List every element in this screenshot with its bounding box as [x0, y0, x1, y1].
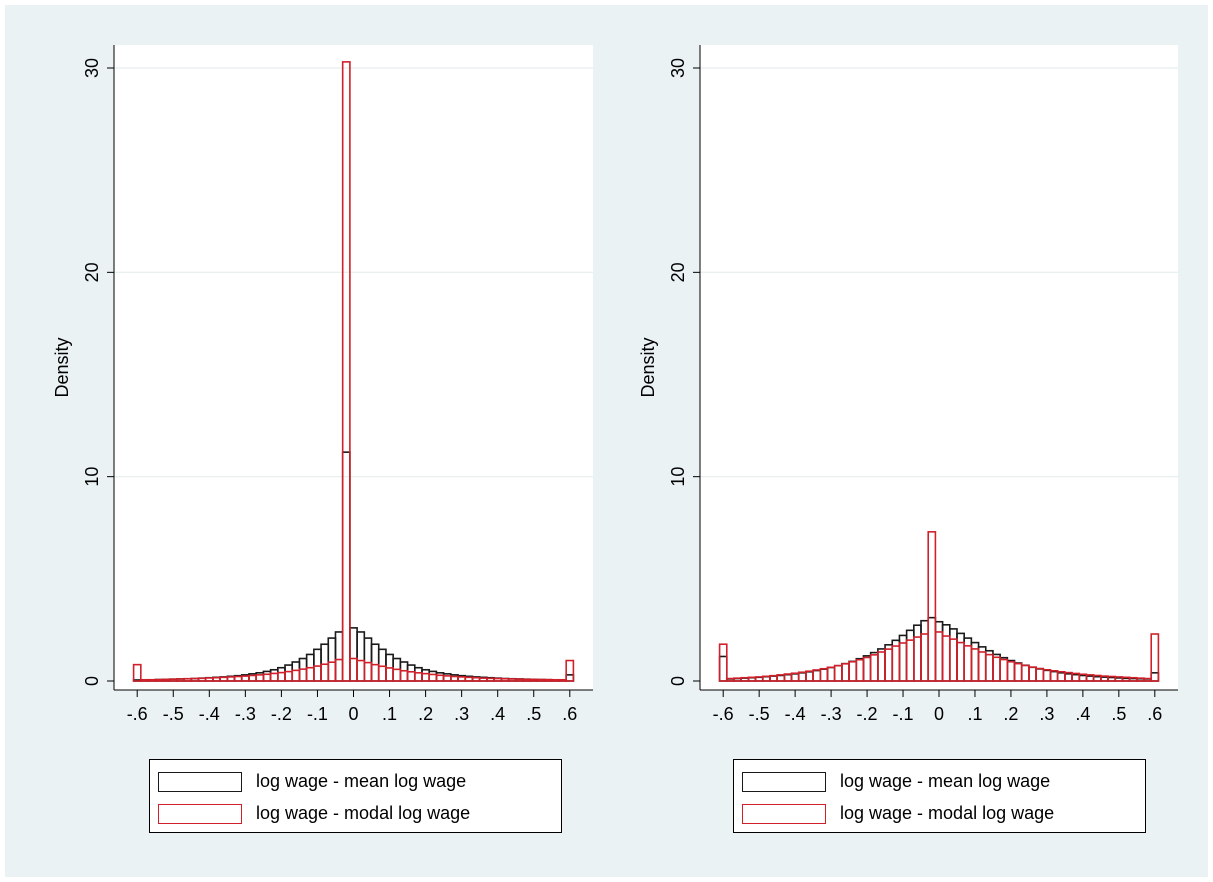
- legend-swatch-mean: [158, 772, 242, 792]
- bar: [927, 531, 937, 682]
- legend-swatch-mean: [742, 772, 826, 792]
- y-axis-title: Density: [52, 337, 72, 397]
- x-tick-label: -.5: [749, 704, 770, 724]
- bar: [565, 659, 575, 682]
- legend-swatch-modal: [742, 804, 826, 824]
- x-tick-label: -.4: [785, 704, 806, 724]
- legend-item-mean: log wage - mean log wage: [150, 768, 561, 798]
- legend-right: log wage - mean log wage log wage - moda…: [733, 759, 1146, 833]
- legend-item-modal: log wage - modal log wage: [150, 800, 561, 830]
- legend-label-modal: log wage - modal log wage: [256, 803, 471, 823]
- x-tick-label: -.2: [271, 704, 292, 724]
- series-modal: [132, 61, 575, 682]
- x-tick-label: -.5: [163, 704, 184, 724]
- plot-area: [114, 45, 593, 690]
- x-tick-label: .5: [526, 704, 541, 724]
- bar: [132, 663, 142, 682]
- figure-background: 0 10 20 30 Density -.6 -.5 -.4 -.3 -.2 -.1 0 .1 .2 .3.…: [5, 5, 1208, 877]
- x-tick-label: .6: [562, 704, 577, 724]
- legend-item-mean: log wage - mean log wage: [734, 768, 1145, 798]
- x-tick-label: .3: [1039, 704, 1054, 724]
- x-tick-label: .2: [1003, 704, 1018, 724]
- bar: [543, 678, 553, 682]
- x-tick-label: 0: [348, 704, 358, 724]
- bar: [1150, 633, 1160, 682]
- y-tick-label: 20: [82, 262, 102, 282]
- x-tick-label: -.3: [235, 704, 256, 724]
- x-tick-label: .5: [1111, 704, 1126, 724]
- bar: [140, 678, 149, 682]
- legend-label-modal: log wage - modal log wage: [840, 803, 1055, 823]
- bar: [718, 643, 728, 682]
- x-tick-label: .1: [967, 704, 982, 724]
- legend-label-mean: log wage - mean log wage: [840, 771, 1051, 791]
- y-tick-label: 30: [82, 58, 102, 78]
- chart-panel-2: 0 10 20 30 Density -.6 -.5 -.4 -.3 -.2 -.1 0 .1 .2 .3.…: [638, 45, 1178, 724]
- charts-canvas: 0 10 20 30 Density -.6 -.5 -.4 -.3 -.2 -.1 0 .1 .2 .3.…: [52, 45, 1178, 724]
- y-tick-label: 10: [82, 467, 102, 487]
- legend-swatch-modal: [158, 804, 242, 824]
- plot-area: [700, 45, 1178, 690]
- x-tick-label: -.3: [821, 704, 842, 724]
- y-tick-label: 0: [82, 676, 102, 686]
- legend-item-modal: log wage - modal log wage: [734, 800, 1145, 830]
- bar: [154, 678, 164, 682]
- bar: [558, 678, 567, 682]
- x-tick-label: -.6: [713, 704, 734, 724]
- x-tick-label: .1: [382, 704, 397, 724]
- y-tick-label: 30: [668, 58, 688, 78]
- bar: [536, 678, 546, 682]
- x-tick-label: -.6: [127, 704, 148, 724]
- x-tick-label: .2: [418, 704, 433, 724]
- y-axis-title: Density: [638, 337, 658, 397]
- bar: [550, 678, 560, 682]
- bar: [341, 61, 351, 682]
- x-tick-label: .4: [490, 704, 505, 724]
- x-tick-label: -.1: [307, 704, 328, 724]
- x-tick-label: -.1: [893, 704, 914, 724]
- x-tick-label: .4: [1075, 704, 1090, 724]
- y-tick-label: 0: [668, 676, 688, 686]
- legend-left: log wage - mean log wage log wage - moda…: [149, 759, 562, 833]
- series-modal: [718, 531, 1160, 682]
- x-tick-label: .3: [454, 704, 469, 724]
- y-tick-label: 10: [668, 467, 688, 487]
- bar: [147, 678, 157, 682]
- x-tick-label: .6: [1147, 704, 1162, 724]
- x-tick-label: -.2: [857, 704, 878, 724]
- chart-panel-1: 0 10 20 30 Density -.6 -.5 -.4 -.3 -.2 -.1 0 .1 .2 .3.…: [52, 45, 593, 724]
- legend-label-mean: log wage - mean log wage: [256, 771, 467, 791]
- x-tick-label: 0: [934, 704, 944, 724]
- y-tick-label: 20: [668, 262, 688, 282]
- x-tick-label: -.4: [199, 704, 220, 724]
